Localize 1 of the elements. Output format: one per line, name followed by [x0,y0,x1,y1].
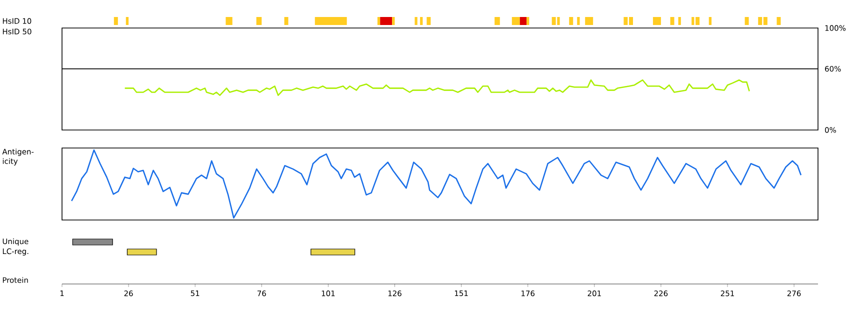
line-series [124,79,750,96]
